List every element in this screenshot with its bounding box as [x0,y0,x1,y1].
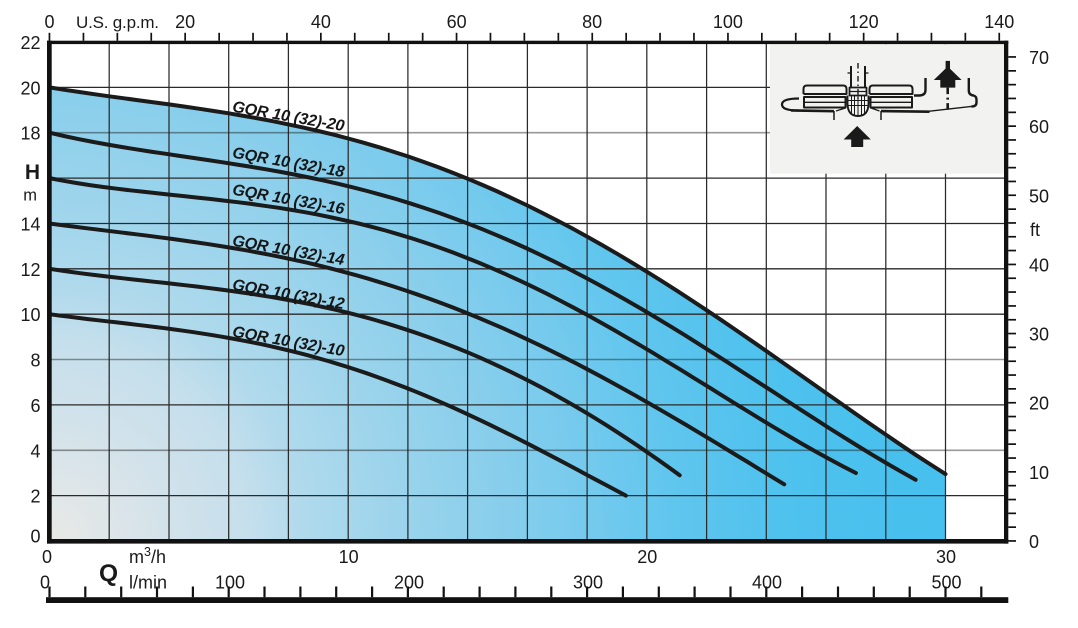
svg-text:12: 12 [20,260,40,280]
svg-text:Q: Q [99,560,118,587]
svg-text:80: 80 [582,12,602,32]
svg-text:m: m [23,187,37,205]
svg-text:500: 500 [931,573,961,593]
svg-text:40: 40 [311,12,331,32]
svg-text:140: 140 [984,12,1014,32]
svg-text:40: 40 [1029,255,1049,275]
svg-text:400: 400 [752,573,782,593]
svg-text:6: 6 [30,396,40,416]
svg-text:50: 50 [1029,186,1049,206]
svg-text:4: 4 [30,441,40,461]
svg-text:30: 30 [1029,325,1049,345]
svg-text:2: 2 [30,487,40,507]
svg-text:0: 0 [42,547,52,567]
svg-text:20: 20 [20,78,40,98]
svg-text:18: 18 [20,124,40,144]
svg-text:200: 200 [394,573,424,593]
svg-text:20: 20 [1029,394,1049,414]
svg-text:0: 0 [44,12,54,32]
svg-text:60: 60 [447,12,467,32]
svg-text:0: 0 [30,527,40,547]
svg-text:0: 0 [1029,532,1039,552]
svg-text:70: 70 [1029,48,1049,68]
svg-text:60: 60 [1029,117,1049,137]
svg-text:0: 0 [40,573,50,593]
svg-text:100: 100 [215,573,245,593]
svg-text:14: 14 [20,215,40,235]
svg-text:100: 100 [713,12,743,32]
svg-text:20: 20 [175,12,195,32]
svg-text:120: 120 [849,12,879,32]
svg-text:22: 22 [20,33,40,53]
svg-text:m3/h: m3/h [129,545,166,567]
svg-text:H: H [25,161,40,184]
svg-text:30: 30 [936,547,956,567]
svg-text:U.S. g.p.m.: U.S. g.p.m. [76,13,159,32]
svg-text:l/min: l/min [129,573,167,593]
svg-text:20: 20 [637,547,657,567]
svg-text:10: 10 [1029,463,1049,483]
svg-text:8: 8 [30,351,40,371]
svg-text:300: 300 [573,573,603,593]
svg-text:10: 10 [339,547,359,567]
svg-text:10: 10 [20,305,40,325]
svg-text:ft: ft [1030,220,1040,240]
